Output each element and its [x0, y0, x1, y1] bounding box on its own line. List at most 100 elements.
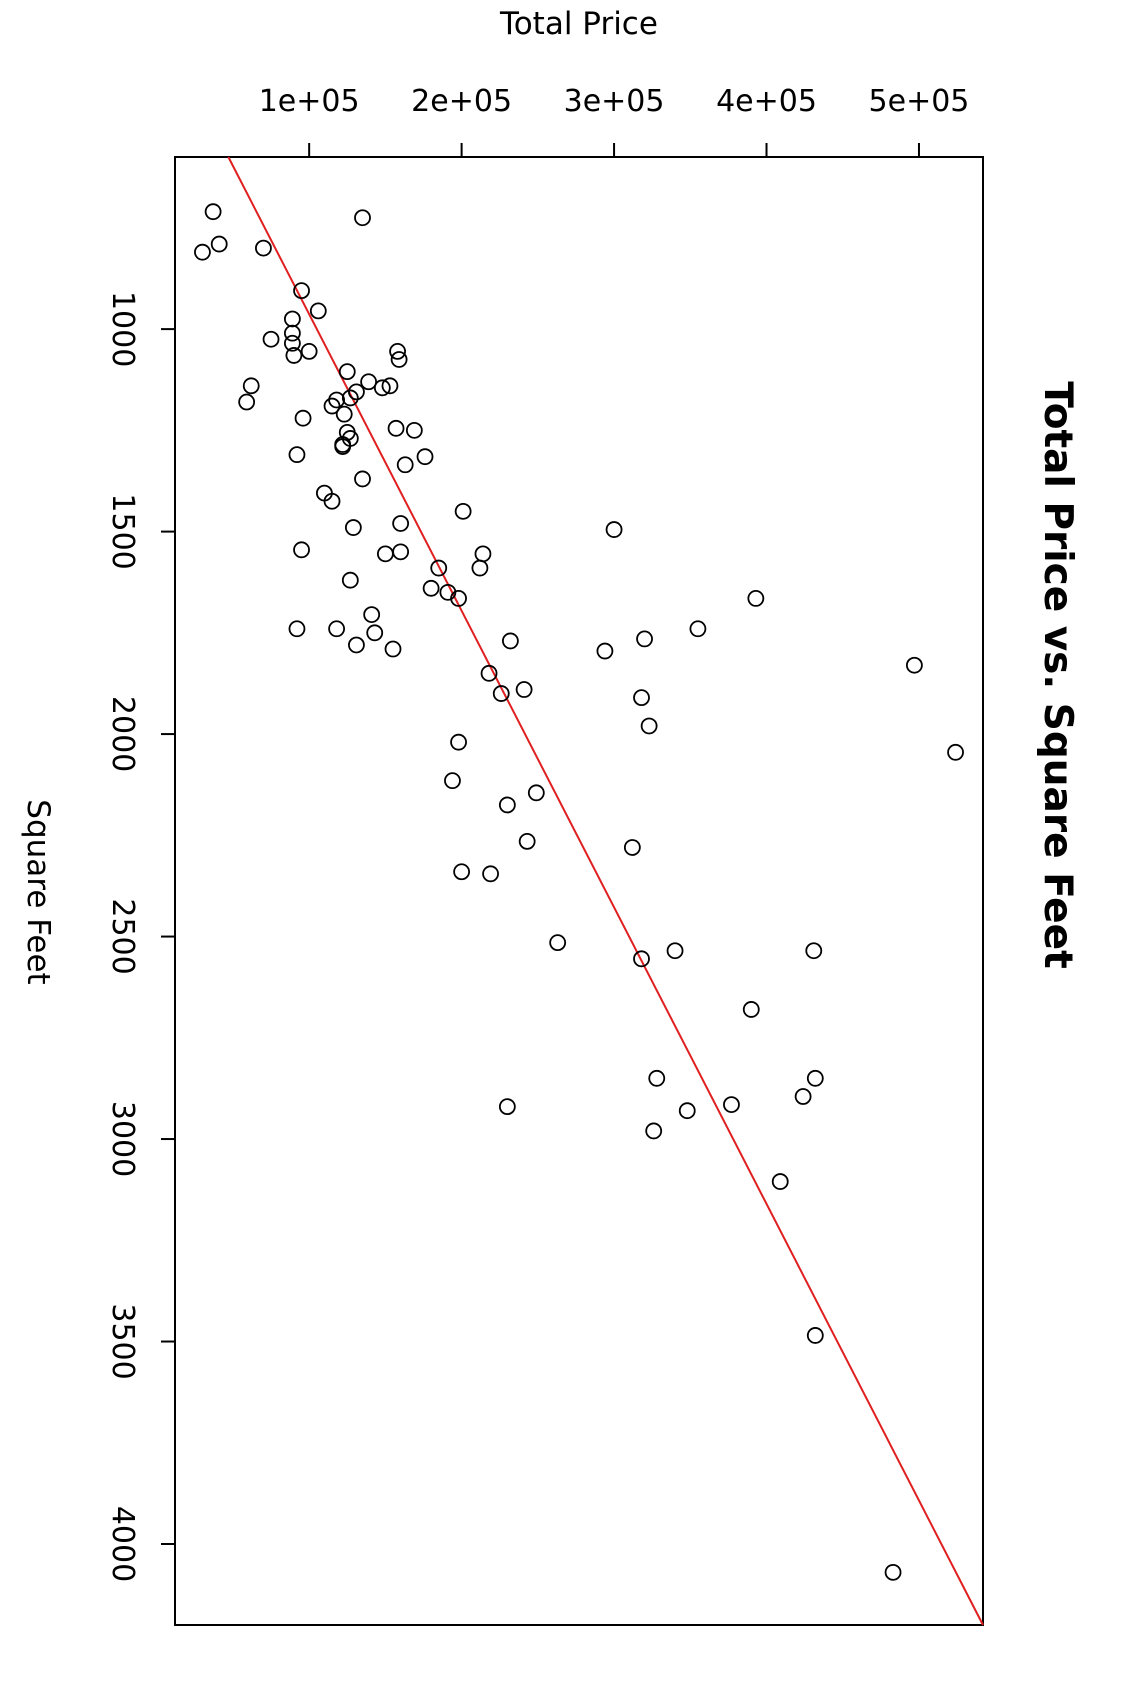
data-point: [884, 1563, 902, 1581]
y-tick-label: 5e+05: [869, 84, 970, 119]
data-point: [242, 377, 260, 395]
plot-frame-group: [174, 156, 984, 1626]
data-point: [633, 689, 650, 707]
data-point: [285, 347, 303, 364]
data-point: [204, 203, 222, 221]
data-point: [341, 389, 359, 407]
data-point: [645, 1122, 663, 1140]
data-point: [335, 405, 353, 423]
y-axis-title: Total Price: [499, 6, 658, 42]
data-point: [328, 620, 346, 638]
data-point: [689, 620, 707, 638]
data-point: [354, 470, 371, 488]
data-point: [366, 624, 384, 642]
data-point: [300, 342, 318, 360]
y-tick-label: 3e+05: [564, 84, 665, 119]
data-point: [293, 282, 310, 300]
data-point: [283, 310, 301, 328]
data-point: [283, 324, 301, 342]
data-point: [309, 302, 327, 320]
y-tick-label: 4e+05: [716, 84, 817, 119]
data-point: [453, 863, 471, 881]
x-axis-title: Square Feet: [20, 799, 56, 984]
x-tick-label: 4000: [105, 1506, 140, 1582]
x-tick-label: 2500: [105, 898, 140, 974]
x-tick-label: 1000: [105, 291, 140, 367]
data-point: [482, 865, 499, 883]
data-point: [450, 590, 467, 607]
data-point: [471, 559, 489, 577]
data-point: [450, 733, 467, 751]
data-point: [288, 446, 306, 464]
data-point: [806, 1327, 824, 1344]
data-point: [376, 545, 394, 563]
data-point: [794, 1088, 812, 1105]
plot-frame: [174, 156, 984, 1626]
data-point: [648, 1069, 666, 1087]
data-point: [323, 492, 341, 510]
data-point: [474, 545, 492, 563]
data-point: [255, 239, 272, 257]
data-point: [405, 421, 423, 439]
data-point: [747, 590, 765, 607]
data-point: [623, 839, 641, 856]
data-point: [947, 743, 964, 761]
data-point: [527, 784, 545, 802]
data-point: [392, 515, 410, 532]
data-point: [596, 642, 614, 660]
data-point: [771, 1173, 789, 1190]
data-point: [384, 640, 402, 658]
data-point: [323, 397, 341, 415]
y-tick-label: 2e+05: [411, 84, 512, 119]
data-point: [678, 1102, 696, 1120]
data-point: [480, 664, 498, 682]
data-point: [501, 632, 519, 650]
data-point: [210, 235, 228, 253]
data-point: [294, 409, 312, 427]
data-point: [430, 559, 448, 577]
x-tick-label: 3000: [105, 1101, 140, 1177]
x-tick-label: 1500: [105, 493, 140, 569]
regression-line: [227, 156, 984, 1626]
data-point: [633, 950, 650, 968]
x-tick-label: 3500: [105, 1303, 140, 1379]
data-point: [492, 685, 510, 702]
data-point: [344, 519, 362, 536]
data-point: [605, 521, 623, 538]
data-point: [454, 502, 472, 520]
data-point: [389, 342, 406, 360]
data-point: [444, 772, 461, 790]
y-axis: 1e+05 2e+05 3e+05 4e+05 5e+05: [259, 84, 970, 157]
data-point: [498, 796, 516, 814]
y-tick-label: 1e+05: [259, 84, 360, 119]
data-points: [194, 203, 964, 1581]
data-point: [498, 1098, 516, 1116]
regression-line-group: [227, 156, 984, 1626]
data-point: [806, 1069, 824, 1087]
data-point: [381, 377, 399, 395]
data-point: [392, 543, 410, 561]
data-point: [293, 541, 310, 559]
data-point: [348, 636, 365, 654]
chart-title: Total Price vs. Square Feet: [1035, 381, 1080, 968]
data-point: [334, 438, 352, 455]
data-point: [387, 419, 405, 437]
data-point: [518, 832, 536, 850]
data-point: [338, 363, 356, 381]
data-point: [805, 942, 823, 960]
data-point: [354, 209, 371, 227]
data-point: [549, 934, 567, 952]
x-tick-label: 2000: [105, 696, 140, 772]
data-point: [288, 620, 306, 638]
data-point: [283, 334, 301, 352]
data-point: [341, 571, 359, 589]
data-point: [390, 351, 408, 368]
data-point: [416, 448, 434, 466]
data-point: [422, 579, 440, 597]
data-point: [348, 383, 365, 401]
x-axis: 1000 1500 2000 2500 3000 3500 4000: [105, 291, 175, 1582]
data-point: [238, 393, 256, 411]
data-point: [666, 942, 684, 960]
data-point: [373, 379, 391, 397]
